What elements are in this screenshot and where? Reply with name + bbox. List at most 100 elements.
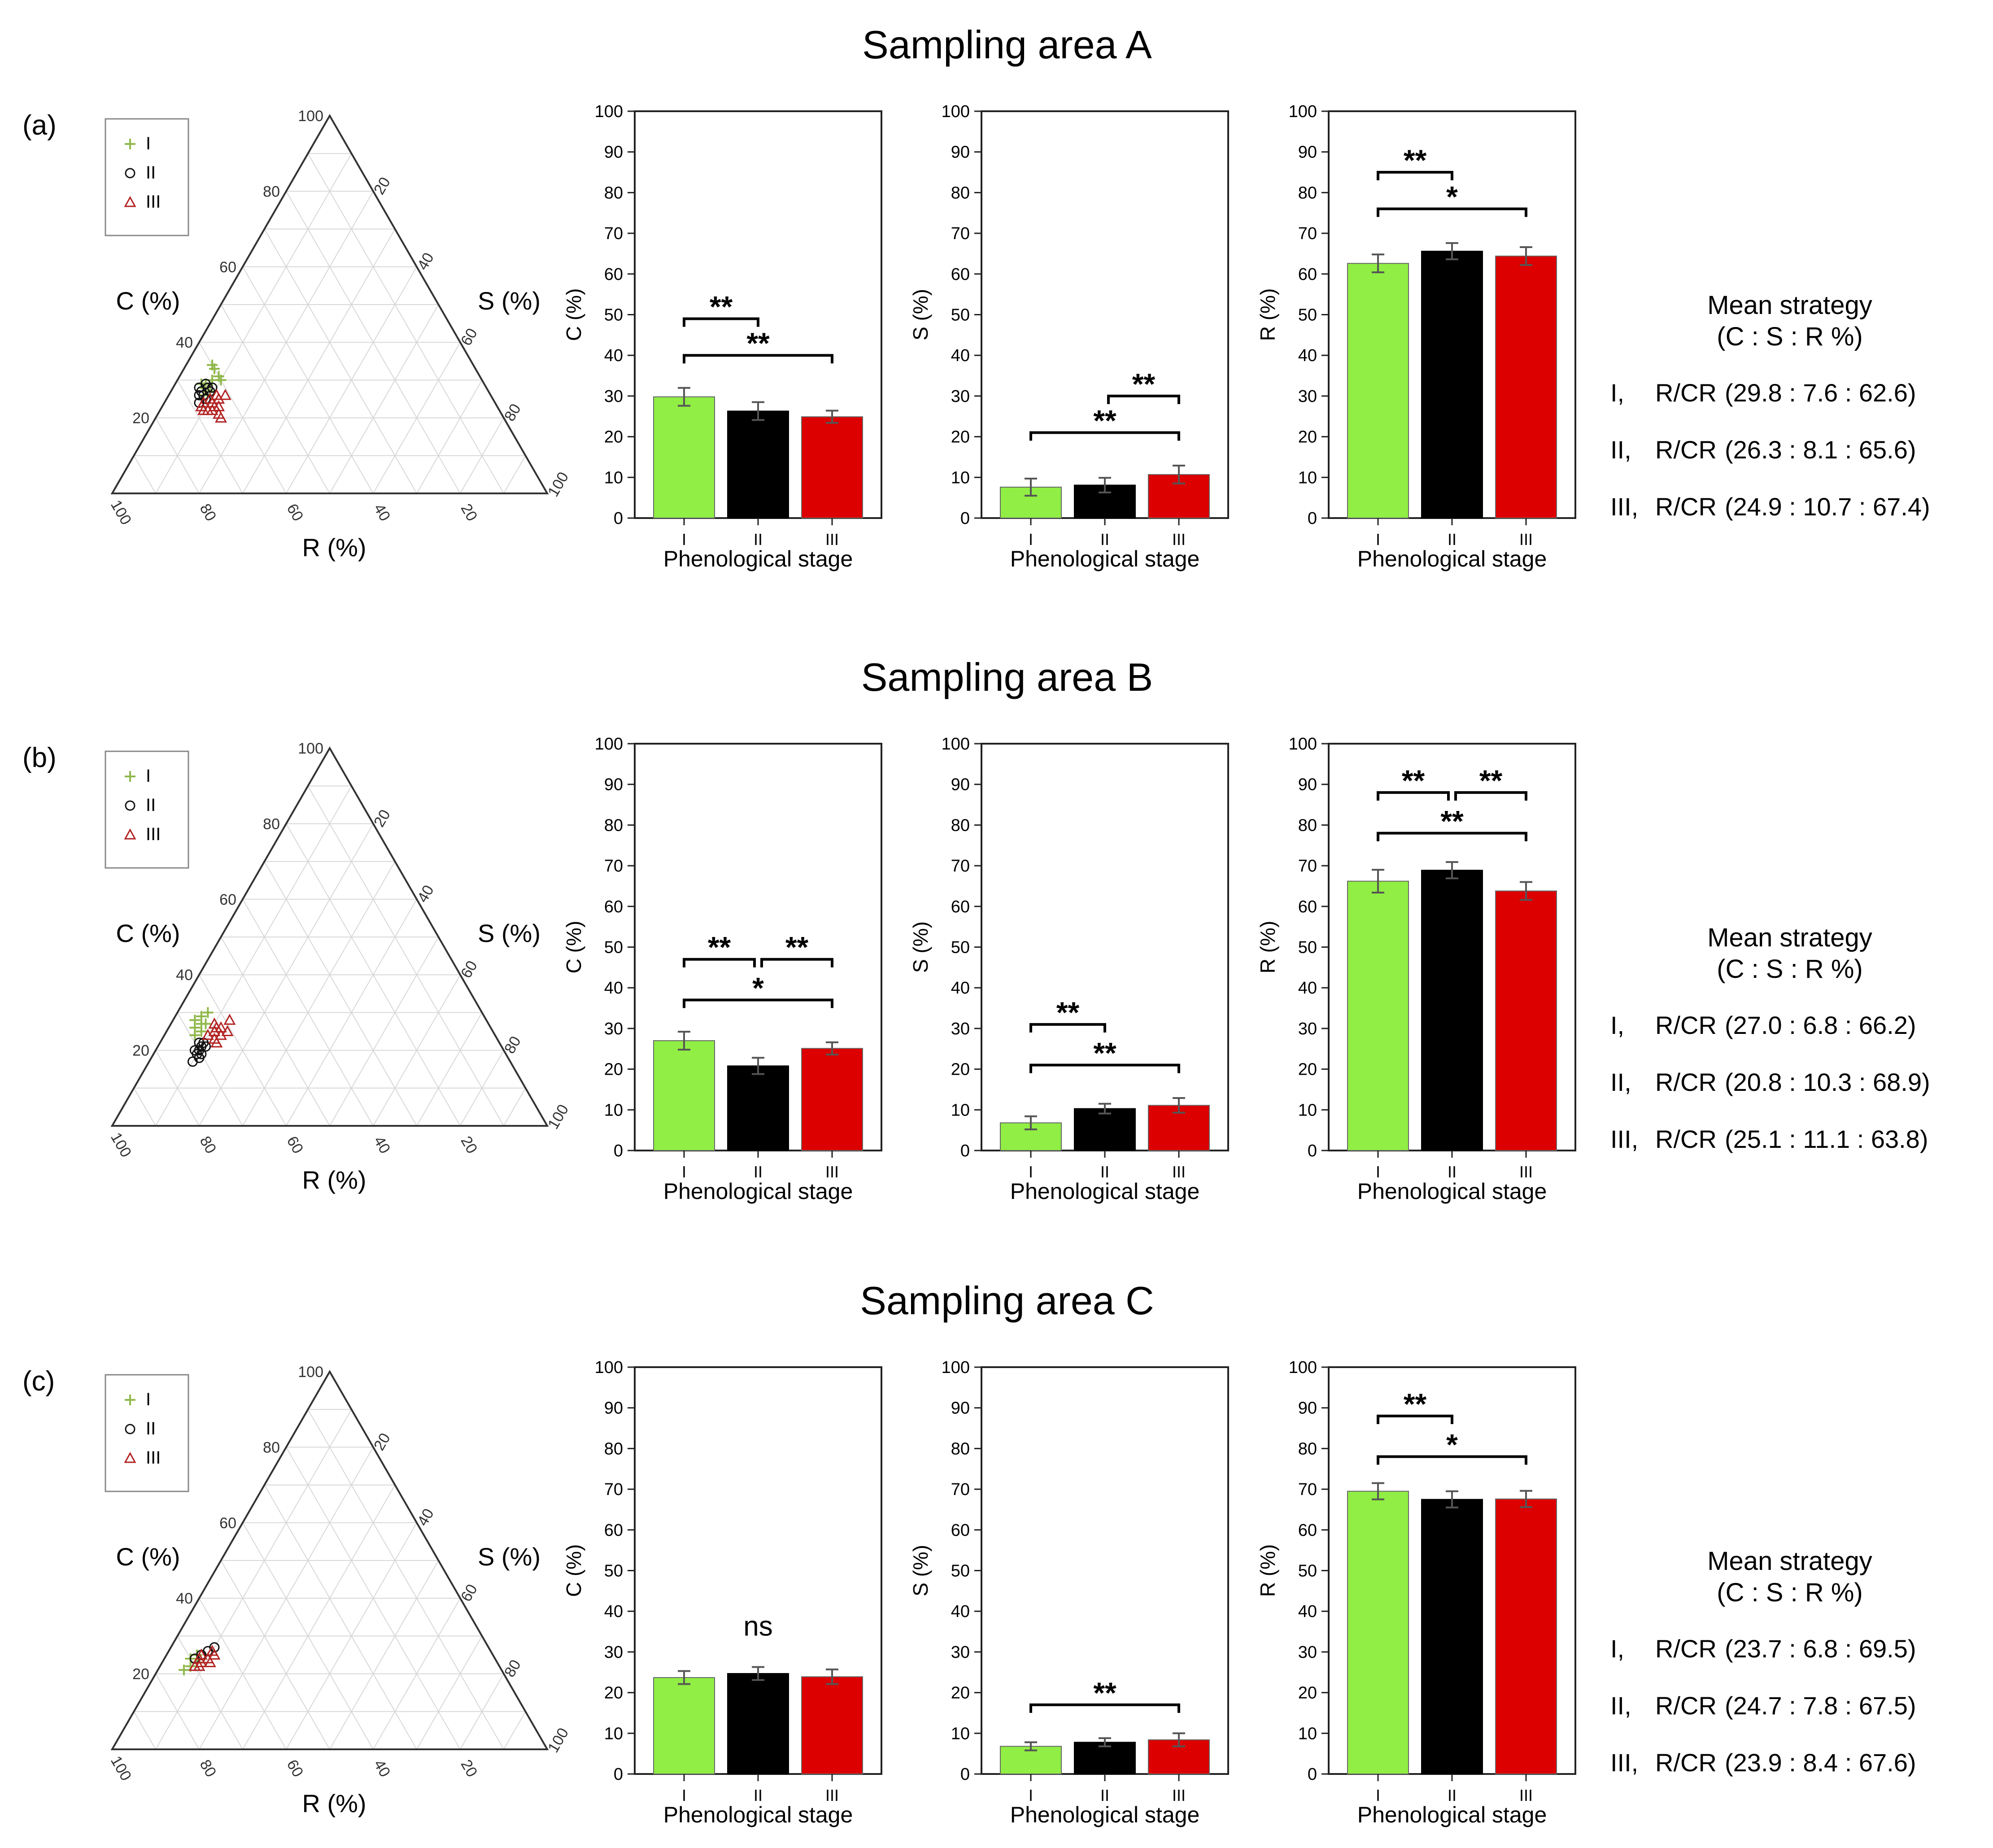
y-tick-label: 10 (951, 1724, 970, 1743)
data-point-I (215, 375, 227, 386)
x-tick-label: II (1100, 1163, 1109, 1181)
significance-label: ** (1093, 1676, 1116, 1709)
y-tick-label: 20 (1298, 1684, 1317, 1703)
grid-line (416, 379, 483, 494)
panel-letter: (b) (22, 742, 57, 773)
y-tick-label: 20 (951, 1684, 970, 1703)
y-tick-label: 70 (604, 857, 623, 876)
grid-line (220, 937, 330, 1126)
x-tick-label: III (1519, 530, 1533, 549)
mean-strategy-type: R/CR (1655, 1011, 1717, 1039)
y-tick-label: 70 (951, 857, 970, 876)
y-tick-label: 50 (604, 938, 623, 957)
bottom-tick-label: 60 (283, 1757, 307, 1780)
significance-label: * (1446, 1428, 1458, 1461)
mean-strategy-type: R/CR (1655, 1748, 1717, 1777)
data-point-II (194, 382, 205, 393)
bar-II (727, 410, 789, 519)
data-point-II (125, 1424, 135, 1434)
bottom-tick-label: 80 (196, 501, 220, 524)
significance-label: ** (1093, 1037, 1116, 1070)
bar-II (1421, 1499, 1483, 1774)
mean-strategy: Mean strategy(C : S : R %) I, R/CR (29.8 : … (1610, 291, 1930, 521)
y-tick-label: 20 (1298, 428, 1317, 447)
panel-title: Sampling area B (861, 655, 1153, 699)
mean-values: (20.8 : 10.3 : 68.9) (1725, 1068, 1930, 1096)
y-tick-label: 0 (614, 1765, 623, 1784)
panel-title: Sampling area A (862, 22, 1152, 67)
significance-label: ** (1440, 805, 1464, 838)
left-tick-label: 100 (298, 108, 323, 125)
significance-bracket (683, 958, 756, 968)
grid-line (503, 1088, 526, 1126)
x-tick-label: II (1100, 1786, 1109, 1804)
grid-line (133, 455, 156, 494)
y-tick-label: 10 (951, 1101, 970, 1120)
grid-line (307, 785, 504, 1126)
panel-title: Sampling area C (860, 1278, 1154, 1323)
legend-label-III: III (146, 824, 161, 844)
y-tick-label: 70 (1298, 1480, 1317, 1499)
y-tick-label: 90 (604, 143, 623, 162)
c-axis-label: C (%) (116, 1543, 180, 1571)
y-tick-label: 0 (960, 1765, 970, 1784)
y-tick-label: 90 (604, 776, 623, 794)
x-tick-label: III (1172, 1786, 1186, 1804)
bar-I (653, 1677, 715, 1775)
bar-I (1347, 263, 1409, 519)
data-point-III (201, 1029, 214, 1040)
bottom-tick-label: 40 (371, 501, 394, 524)
grid-line (503, 1711, 526, 1750)
grid-line (307, 153, 504, 494)
y-tick-label: 60 (1298, 1521, 1317, 1540)
panel-row-a: Sampling area A(a)2020404060608080100100… (22, 22, 1930, 571)
data-point-III (208, 1648, 221, 1660)
bottom-tick-label: 60 (283, 1133, 307, 1157)
x-tick-label: III (1172, 530, 1186, 549)
bottom-tick-label: 20 (458, 1757, 481, 1780)
y-tick-label: 50 (1298, 1562, 1317, 1581)
data-point-I (189, 1029, 201, 1041)
significance-bracket (1377, 791, 1450, 801)
panel-letter: (a) (22, 110, 57, 141)
left-tick-label: 80 (263, 815, 280, 832)
bottom-tick-label: 40 (371, 1757, 394, 1780)
y-tick-label: 0 (614, 1142, 623, 1160)
left-tick-label: 60 (219, 1515, 236, 1532)
x-tick-label: I (682, 1163, 686, 1181)
y-tick-label: 50 (951, 306, 970, 325)
significance-bracket (760, 958, 833, 968)
r-axis-label: R (%) (302, 533, 366, 562)
data-point-III (124, 828, 136, 840)
significance-bracket (1377, 207, 1527, 217)
left-tick-label: 100 (298, 1364, 323, 1381)
mean-values: (23.9 : 8.4 : 67.6) (1725, 1748, 1916, 1777)
x-tick-label: II (754, 1786, 763, 1804)
y-tick-label: 20 (604, 1684, 623, 1703)
y-tick-label: 30 (951, 387, 970, 406)
y-tick-label: 100 (595, 735, 623, 754)
grid-line (155, 418, 200, 494)
data-point-III (195, 1648, 208, 1660)
left-tick-label: 40 (176, 334, 193, 351)
y-tick-label: 90 (951, 143, 970, 162)
data-point-III (124, 1451, 136, 1463)
grid-line (373, 1598, 461, 1750)
bottom-tick-label: 20 (458, 1133, 481, 1157)
mean-stage: III, (1610, 1125, 1638, 1153)
mean-strategy-type: R/CR (1655, 1634, 1717, 1663)
y-tick-label: 10 (1298, 468, 1317, 487)
y-axis-label: R (%) (1256, 1544, 1279, 1597)
mean-values: (27.0 : 6.8 : 66.2) (1725, 1011, 1916, 1039)
y-tick-label: 0 (960, 1142, 970, 1160)
x-axis-label: Phenological stage (663, 1802, 853, 1827)
y-tick-label: 40 (604, 346, 623, 365)
grid-line (460, 1050, 504, 1126)
mean-values: (24.7 : 7.8 : 67.5) (1725, 1691, 1916, 1720)
y-axis-label: C (%) (562, 1544, 585, 1597)
y-tick-label: 20 (604, 428, 623, 447)
y-tick-label: 0 (960, 509, 970, 528)
